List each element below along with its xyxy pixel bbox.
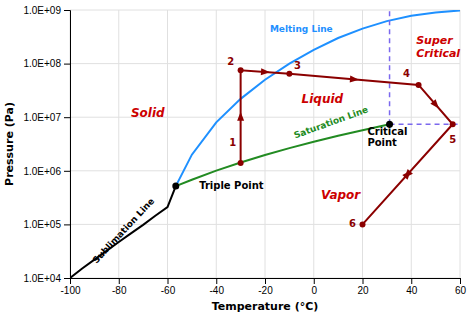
point-label: 6 (349, 218, 356, 229)
x-tick-label: -80 (112, 285, 127, 296)
x-tick: -40 (210, 278, 225, 296)
x-axis-line (71, 279, 461, 285)
dashed-line (389, 10, 391, 124)
x-tick-label: -40 (210, 285, 225, 296)
cycle-point (416, 82, 422, 88)
x-tick: 0 (311, 278, 317, 296)
x-tick: -60 (161, 278, 176, 296)
cycle-point (238, 67, 244, 73)
series-line (176, 124, 390, 186)
y-axis-line (64, 11, 71, 279)
dashed-line (390, 124, 460, 126)
x-tick-label: -20 (258, 285, 273, 296)
annotation: Melting Line (270, 23, 333, 33)
grid-line (265, 10, 266, 278)
y-tick-mark (64, 64, 70, 65)
annotations: Sublimation Line Melting Line Saturation L… (90, 23, 460, 265)
x-tick-mark (119, 278, 120, 284)
cycle-point (286, 71, 292, 77)
cycle-point (450, 121, 456, 127)
grid (70, 10, 460, 278)
arrow-head (261, 68, 270, 76)
x-tick-label: -60 (161, 285, 176, 296)
y-tick-label: 1.0E+05 (23, 219, 61, 230)
series-line (70, 186, 176, 278)
x-tick-mark (168, 278, 169, 284)
point-labels: 1 2 3 4 5 6 (227, 56, 456, 229)
point-label: 4 (403, 68, 410, 79)
x-tick-mark (265, 278, 266, 284)
arrow-head (430, 99, 441, 110)
y-tick: 1.0E+09 (23, 5, 70, 16)
x-tick: 40 (406, 278, 418, 296)
cycle-point (238, 160, 244, 166)
x-tick-mark (411, 278, 412, 284)
x-axis-title: Temperature (°C) (212, 300, 319, 313)
y-axis-title: Pressure (Pa) (3, 102, 16, 186)
x-axis: -100 -80 -60 -40 -20 0 20 40 60 (60, 278, 466, 296)
y-tick: 1.0E+06 (23, 166, 70, 177)
x-tick: 60 (455, 278, 467, 296)
x-tick-mark (460, 278, 461, 284)
annotation: Sublimation Line (90, 196, 156, 265)
y-tick-label: 1.0E+09 (23, 5, 61, 16)
annotation: Triple Point (199, 180, 264, 191)
x-tick-label: 20 (357, 285, 369, 296)
grid-line (70, 10, 460, 11)
x-tick-label: 60 (455, 285, 467, 296)
x-tick-label: 0 (311, 285, 317, 296)
annotation: CriticalPoint (367, 126, 407, 148)
grid-line (411, 10, 412, 278)
y-tick-mark (64, 278, 70, 279)
y-tick-label: 1.0E+04 (23, 273, 61, 284)
annotation: Liquid (302, 91, 344, 105)
y-tick-label: 1.0E+07 (23, 112, 61, 123)
y-tick-mark (64, 224, 70, 225)
arrow-head (237, 112, 244, 121)
y-tick: 1.0E+07 (23, 112, 70, 123)
special-point (172, 183, 179, 190)
annotation: Saturation Line (292, 104, 369, 140)
point-label: 1 (229, 137, 236, 148)
y-tick-label: 1.0E+08 (23, 58, 61, 69)
x-tick-mark (314, 278, 315, 284)
grid-line (167, 10, 168, 278)
y-tick: 1.0E+04 (23, 273, 70, 284)
x-tick: 20 (357, 278, 369, 296)
grid-line (70, 170, 460, 171)
y-tick: 1.0E+05 (23, 219, 70, 230)
x-tick: -80 (112, 278, 127, 296)
x-tick: -100 (60, 278, 80, 296)
y-tick-mark (64, 171, 70, 172)
annotation: SuperCritical (416, 34, 460, 59)
point-label: 3 (294, 60, 301, 71)
x-tick-label: 40 (406, 285, 418, 296)
y-tick-mark (64, 117, 70, 118)
grid-line (362, 10, 363, 278)
annotation: Solid (131, 105, 165, 119)
annotation: Vapor (321, 188, 361, 202)
grid-line (70, 63, 460, 64)
point-label: 2 (227, 56, 234, 67)
x-tick-mark (363, 278, 364, 284)
arrow-head (402, 169, 413, 180)
cycle-point (360, 221, 366, 227)
series-line (176, 10, 460, 186)
y-tick-mark (64, 10, 70, 11)
y-tick: 1.0E+08 (23, 58, 70, 69)
chart: -100-80-60-40-2002040601.0E+041.0E+051.0… (0, 0, 474, 316)
x-tick-mark (216, 278, 217, 284)
plot-area (70, 10, 460, 278)
grid-line (70, 117, 460, 118)
grid-line (216, 10, 217, 278)
arrow-head (350, 75, 360, 83)
arrow-head (402, 168, 413, 179)
point-label: 5 (449, 134, 456, 145)
y-axis: 1.0E+04 1.0E+05 1.0E+06 1.0E+07 1.0E+08 1.0E+… (23, 5, 70, 284)
x-tick: -20 (258, 278, 273, 296)
x-tick-label: -100 (60, 285, 80, 296)
y-tick-label: 1.0E+06 (23, 166, 61, 177)
series-line (241, 70, 453, 224)
